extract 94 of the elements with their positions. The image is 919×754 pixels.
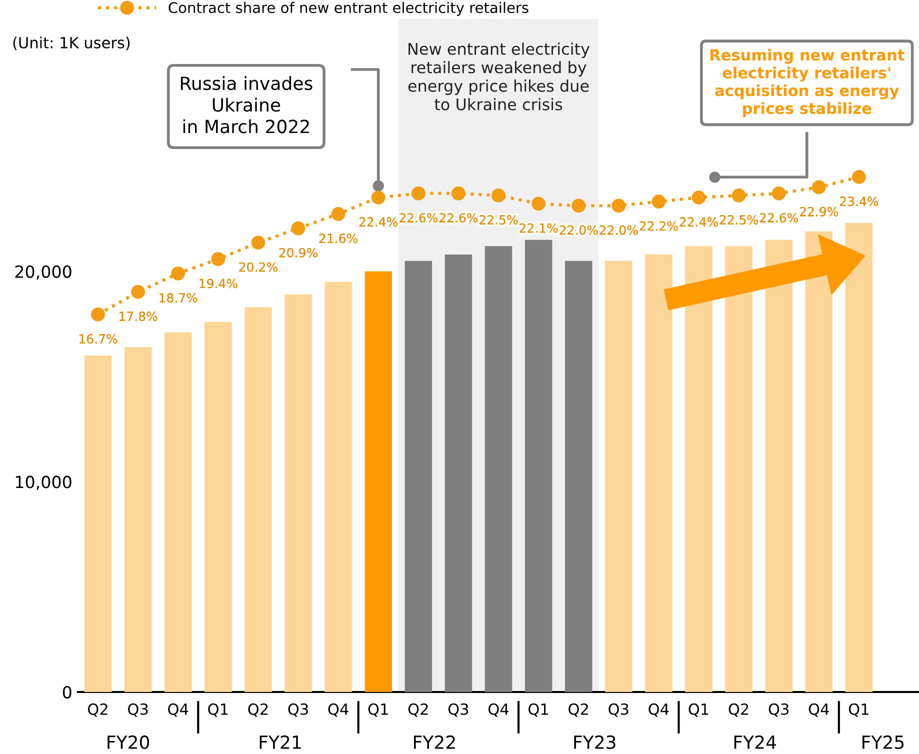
text: FY24 xyxy=(734,735,776,749)
bar xyxy=(84,356,112,692)
point xyxy=(612,198,626,213)
bar xyxy=(364,271,392,692)
data-label: 22.1% xyxy=(520,223,558,233)
data-label: 22.6% xyxy=(399,213,438,223)
x-tick-label: Q4 xyxy=(648,703,669,717)
bar xyxy=(564,260,592,692)
point xyxy=(492,188,506,202)
data-label: 22.4% xyxy=(359,217,398,227)
x-tick-label: Q2 xyxy=(568,703,588,717)
point xyxy=(652,194,666,209)
data-label: 22.5% xyxy=(720,215,758,225)
text: FY21 xyxy=(260,735,301,749)
bar xyxy=(805,231,832,692)
bar xyxy=(484,246,512,692)
x-tick-label: Q1 xyxy=(528,703,548,717)
x-tick-label: Q1 xyxy=(368,703,388,717)
text: FY25 xyxy=(862,735,904,750)
bar xyxy=(124,347,152,692)
point xyxy=(411,186,426,200)
data-label: 17.8% xyxy=(120,312,158,322)
bar xyxy=(645,254,672,692)
annotation: Russia invades Ukraine in March 2022 xyxy=(180,76,312,134)
bar xyxy=(324,282,352,692)
point xyxy=(532,196,546,211)
point xyxy=(331,206,346,221)
x-tick-label: Q2 xyxy=(728,703,748,717)
x-tick-label: Q3 xyxy=(768,703,788,717)
x-tick-label: Q1 xyxy=(208,703,228,717)
bar xyxy=(244,307,272,692)
annotation: Resuming new entrant electricity retailers' acquisition as energy prices stabilize xyxy=(710,48,904,118)
data-label: 22.9% xyxy=(800,206,838,216)
data-label: 22.0% xyxy=(560,225,598,235)
text: FY23 xyxy=(574,735,616,750)
y-tick-label: 10,000 xyxy=(16,476,72,490)
point xyxy=(251,236,266,250)
bar xyxy=(404,260,432,692)
y-axis-title: (Unit: 1K users) xyxy=(13,36,130,50)
bar xyxy=(685,246,712,692)
data-label: 20.9% xyxy=(279,248,318,258)
point xyxy=(211,252,226,266)
x-tick-label: Q3 xyxy=(288,703,308,717)
x-tick-label: Q1 xyxy=(848,703,868,717)
x-tick-label: Q2 xyxy=(408,703,428,717)
data-label: 22.5% xyxy=(480,215,518,225)
data-label: 16.7% xyxy=(80,334,118,344)
y-tick-label: 0 xyxy=(62,686,72,699)
x-tick-label: Q4 xyxy=(328,703,348,717)
bar xyxy=(524,240,552,692)
bar xyxy=(725,246,752,692)
point xyxy=(852,170,866,184)
bar xyxy=(605,260,632,692)
data-label: 22.0% xyxy=(600,225,638,235)
data-label: 23.4% xyxy=(840,196,878,206)
x-tick-label: Q3 xyxy=(608,703,628,717)
bar xyxy=(284,294,312,692)
legend-label: Contract share of new entrant electricity retailers xyxy=(168,2,528,16)
point xyxy=(812,180,826,194)
x-tick-label: Q4 xyxy=(488,703,509,717)
data-label: 21.6% xyxy=(319,234,358,244)
point xyxy=(692,190,706,204)
bar xyxy=(164,332,192,692)
text: FY20 xyxy=(108,735,150,750)
annotation: New entrant electricity retailers weakened by energy price hikes due to Ukraine crisis xyxy=(408,42,590,110)
x-tick-label: Q4 xyxy=(808,703,829,717)
x-tick-label: Q3 xyxy=(128,703,148,717)
point xyxy=(772,186,786,200)
x-tick-label: Q4 xyxy=(168,703,188,717)
data-label: 20.2% xyxy=(239,262,278,272)
point xyxy=(291,221,306,236)
point xyxy=(171,266,186,280)
bar xyxy=(845,223,873,692)
data-label: 18.7% xyxy=(160,293,198,303)
bar xyxy=(765,240,792,692)
point xyxy=(572,198,586,213)
point xyxy=(732,188,746,202)
point xyxy=(371,190,386,204)
data-label: 22.2% xyxy=(640,221,678,231)
x-tick-label: Q1 xyxy=(688,703,708,717)
y-tick-label: 20,000 xyxy=(15,265,72,280)
point xyxy=(91,308,105,322)
bar xyxy=(204,322,232,692)
text: FY22 xyxy=(414,735,455,749)
data-label: 22.6% xyxy=(760,213,798,223)
x-tick-label: Q2 xyxy=(88,703,108,717)
bar xyxy=(444,254,472,692)
x-tick-label: Q3 xyxy=(448,703,468,717)
data-label: 22.4% xyxy=(680,217,718,227)
point xyxy=(131,284,146,299)
data-label: 19.4% xyxy=(200,278,238,288)
x-tick-label: Q2 xyxy=(248,703,268,717)
data-label: 22.6% xyxy=(440,213,478,223)
point xyxy=(452,186,466,200)
